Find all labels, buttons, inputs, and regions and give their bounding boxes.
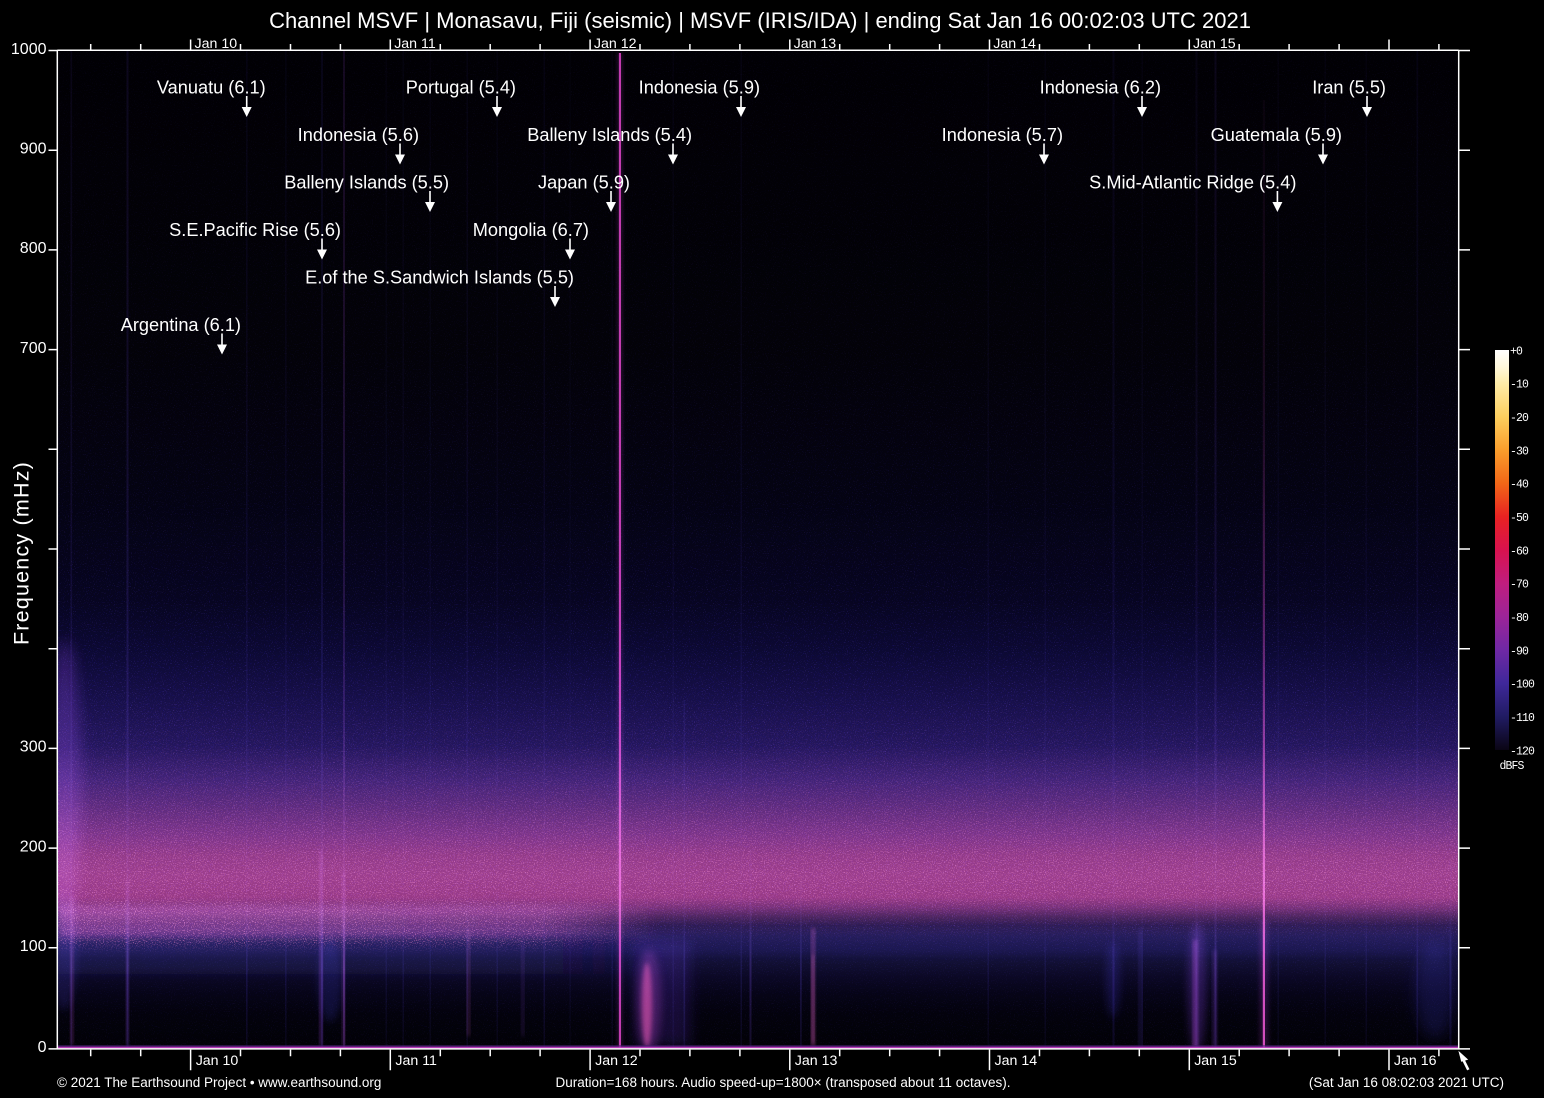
svg-text:Japan (5.9): Japan (5.9) xyxy=(538,173,630,193)
svg-text:200: 200 xyxy=(20,838,47,855)
svg-text:Argentina (6.1): Argentina (6.1) xyxy=(121,315,241,335)
svg-text:100: 100 xyxy=(20,938,47,955)
svg-text:S.Mid-Atlantic Ridge (5.4): S.Mid-Atlantic Ridge (5.4) xyxy=(1089,173,1296,193)
svg-text:Frequency (mHz): Frequency (mHz) xyxy=(10,461,34,645)
svg-text:S.E.Pacific Rise (5.6): S.E.Pacific Rise (5.6) xyxy=(169,220,341,240)
svg-text:1000: 1000 xyxy=(11,41,47,58)
svg-text:Balleny Islands (5.5): Balleny Islands (5.5) xyxy=(284,173,449,193)
svg-text:-10: -10 xyxy=(1510,379,1529,392)
svg-text:Jan 10: Jan 10 xyxy=(195,36,238,52)
svg-text:(Sat Jan 16 08:02:03 2021 UTC): (Sat Jan 16 08:02:03 2021 UTC) xyxy=(1309,1075,1504,1090)
svg-text:+0: +0 xyxy=(1510,345,1523,358)
svg-text:Duration=168 hours. Audio spee: Duration=168 hours. Audio speed-up=1800×… xyxy=(556,1075,1011,1090)
svg-text:900: 900 xyxy=(20,141,47,158)
svg-text:800: 800 xyxy=(20,240,47,257)
svg-text:Jan 11: Jan 11 xyxy=(394,36,436,52)
svg-text:-100: -100 xyxy=(1510,679,1535,692)
svg-text:300: 300 xyxy=(20,739,47,756)
svg-text:Jan 15: Jan 15 xyxy=(1193,36,1236,52)
svg-text:Indonesia (5.9): Indonesia (5.9) xyxy=(639,78,760,98)
svg-text:-20: -20 xyxy=(1510,412,1529,425)
svg-text:dBFS: dBFS xyxy=(1500,760,1525,773)
svg-text:700: 700 xyxy=(20,340,47,357)
svg-text:Jan 14: Jan 14 xyxy=(995,1053,1038,1069)
svg-text:© 2021 The Earthsound Project: © 2021 The Earthsound Project • www.eart… xyxy=(57,1075,381,1090)
svg-text:Mongolia (6.7): Mongolia (6.7) xyxy=(473,220,589,240)
svg-text:0: 0 xyxy=(38,1039,47,1056)
svg-text:Indonesia (6.2): Indonesia (6.2) xyxy=(1040,78,1161,98)
svg-text:Indonesia (5.6): Indonesia (5.6) xyxy=(298,125,419,145)
svg-text:Portugal (5.4): Portugal (5.4) xyxy=(406,78,516,98)
svg-text:Iran (5.5): Iran (5.5) xyxy=(1312,78,1386,98)
svg-text:Channel MSVF | Monasavu, Fiji: Channel MSVF | Monasavu, Fiji (seismic) … xyxy=(269,8,1251,33)
svg-text:Jan 10: Jan 10 xyxy=(196,1053,239,1069)
svg-text:-90: -90 xyxy=(1510,645,1529,658)
svg-text:-110: -110 xyxy=(1510,712,1535,725)
svg-text:Guatemala (5.9): Guatemala (5.9) xyxy=(1211,125,1342,145)
svg-text:-70: -70 xyxy=(1510,579,1529,592)
svg-text:Jan 13: Jan 13 xyxy=(794,36,837,52)
svg-text:-50: -50 xyxy=(1510,512,1529,525)
svg-text:-80: -80 xyxy=(1510,612,1529,625)
svg-text:-40: -40 xyxy=(1510,479,1529,492)
svg-text:E.of the S.Sandwich Islands (5: E.of the S.Sandwich Islands (5.5) xyxy=(305,268,574,288)
svg-text:-30: -30 xyxy=(1510,445,1529,458)
svg-text:Jan 14: Jan 14 xyxy=(993,36,1036,52)
svg-text:Jan 12: Jan 12 xyxy=(594,36,637,52)
svg-text:Jan 15: Jan 15 xyxy=(1194,1053,1237,1069)
svg-text:Jan 16: Jan 16 xyxy=(1394,1053,1437,1069)
svg-text:Vanuatu (6.1): Vanuatu (6.1) xyxy=(157,78,266,98)
svg-text:-120: -120 xyxy=(1510,745,1535,758)
svg-text:Jan 13: Jan 13 xyxy=(795,1053,838,1069)
svg-text:Jan 12: Jan 12 xyxy=(595,1053,638,1069)
svg-text:-60: -60 xyxy=(1510,545,1529,558)
svg-text:Jan 11: Jan 11 xyxy=(395,1053,437,1069)
svg-text:Indonesia (5.7): Indonesia (5.7) xyxy=(942,125,1063,145)
svg-text:Balleny Islands (5.4): Balleny Islands (5.4) xyxy=(527,125,692,145)
